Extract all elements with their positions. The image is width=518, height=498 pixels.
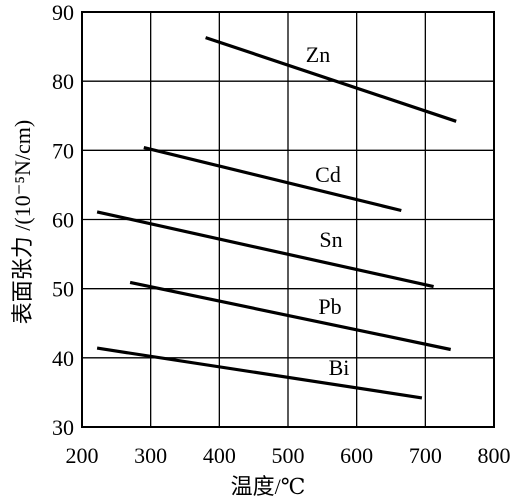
series-label-cd: Cd [315, 162, 341, 187]
series-line-sn [96, 210, 434, 289]
series-label-bi: Bi [329, 355, 350, 380]
series-label-sn: Sn [319, 227, 342, 252]
x-tick-label: 800 [478, 443, 511, 468]
y-tick-labels: 30 40 50 60 70 80 90 [52, 0, 74, 440]
y-tick-label: 70 [52, 138, 74, 163]
x-tick-label: 600 [340, 443, 373, 468]
x-tick-labels: 200 300 400 500 600 700 800 [66, 443, 511, 468]
x-tick-label: 300 [134, 443, 167, 468]
y-axis-title: 表面张力 /(10⁻⁵N/cm) [10, 120, 35, 324]
series-line-cd [143, 146, 402, 213]
y-tick-label: 30 [52, 415, 74, 440]
y-tick-label: 40 [52, 346, 74, 371]
x-tick-label: 400 [203, 443, 236, 468]
x-tick-label: 200 [66, 443, 99, 468]
x-axis-title: 温度/℃ [231, 474, 306, 498]
series-line-zn [205, 36, 457, 123]
series-line-pb [129, 280, 452, 352]
y-tick-label: 60 [52, 208, 74, 233]
series-label-zn: Zn [306, 42, 330, 67]
grid [82, 12, 494, 427]
x-tick-label: 500 [272, 443, 305, 468]
axes [81, 11, 495, 428]
series-line-bi [96, 346, 423, 400]
y-tick-label: 90 [52, 0, 74, 25]
y-tick-label: 50 [52, 277, 74, 302]
series-lines [96, 36, 457, 400]
series-labels: Zn Cd Sn Pb Bi [306, 42, 350, 380]
series-label-pb: Pb [318, 294, 341, 319]
plot-frame [81, 11, 495, 428]
y-tick-label: 80 [52, 69, 74, 94]
x-tick-label: 700 [409, 443, 442, 468]
